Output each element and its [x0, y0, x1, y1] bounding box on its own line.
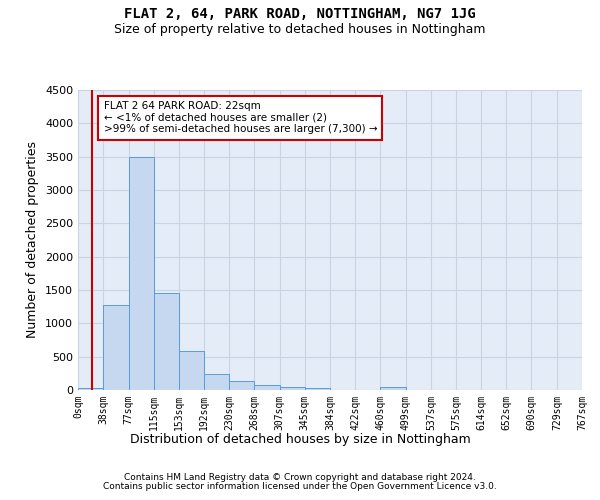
- Bar: [380, 386, 406, 390]
- Bar: [305, 388, 331, 390]
- Bar: [179, 352, 204, 390]
- Bar: [128, 156, 154, 390]
- Bar: [280, 388, 305, 390]
- Bar: [103, 306, 128, 390]
- Text: FLAT 2 64 PARK ROAD: 22sqm
← <1% of detached houses are smaller (2)
>99% of semi: FLAT 2 64 PARK ROAD: 22sqm ← <1% of deta…: [104, 101, 377, 134]
- Bar: [154, 294, 179, 390]
- Bar: [229, 382, 254, 390]
- Text: Distribution of detached houses by size in Nottingham: Distribution of detached houses by size …: [130, 432, 470, 446]
- Bar: [204, 374, 229, 390]
- Bar: [78, 388, 103, 390]
- Y-axis label: Number of detached properties: Number of detached properties: [26, 142, 40, 338]
- Text: Size of property relative to detached houses in Nottingham: Size of property relative to detached ho…: [114, 22, 486, 36]
- Bar: [254, 384, 280, 390]
- Text: Contains public sector information licensed under the Open Government Licence v3: Contains public sector information licen…: [103, 482, 497, 491]
- Text: FLAT 2, 64, PARK ROAD, NOTTINGHAM, NG7 1JG: FLAT 2, 64, PARK ROAD, NOTTINGHAM, NG7 1…: [124, 8, 476, 22]
- Text: Contains HM Land Registry data © Crown copyright and database right 2024.: Contains HM Land Registry data © Crown c…: [124, 472, 476, 482]
